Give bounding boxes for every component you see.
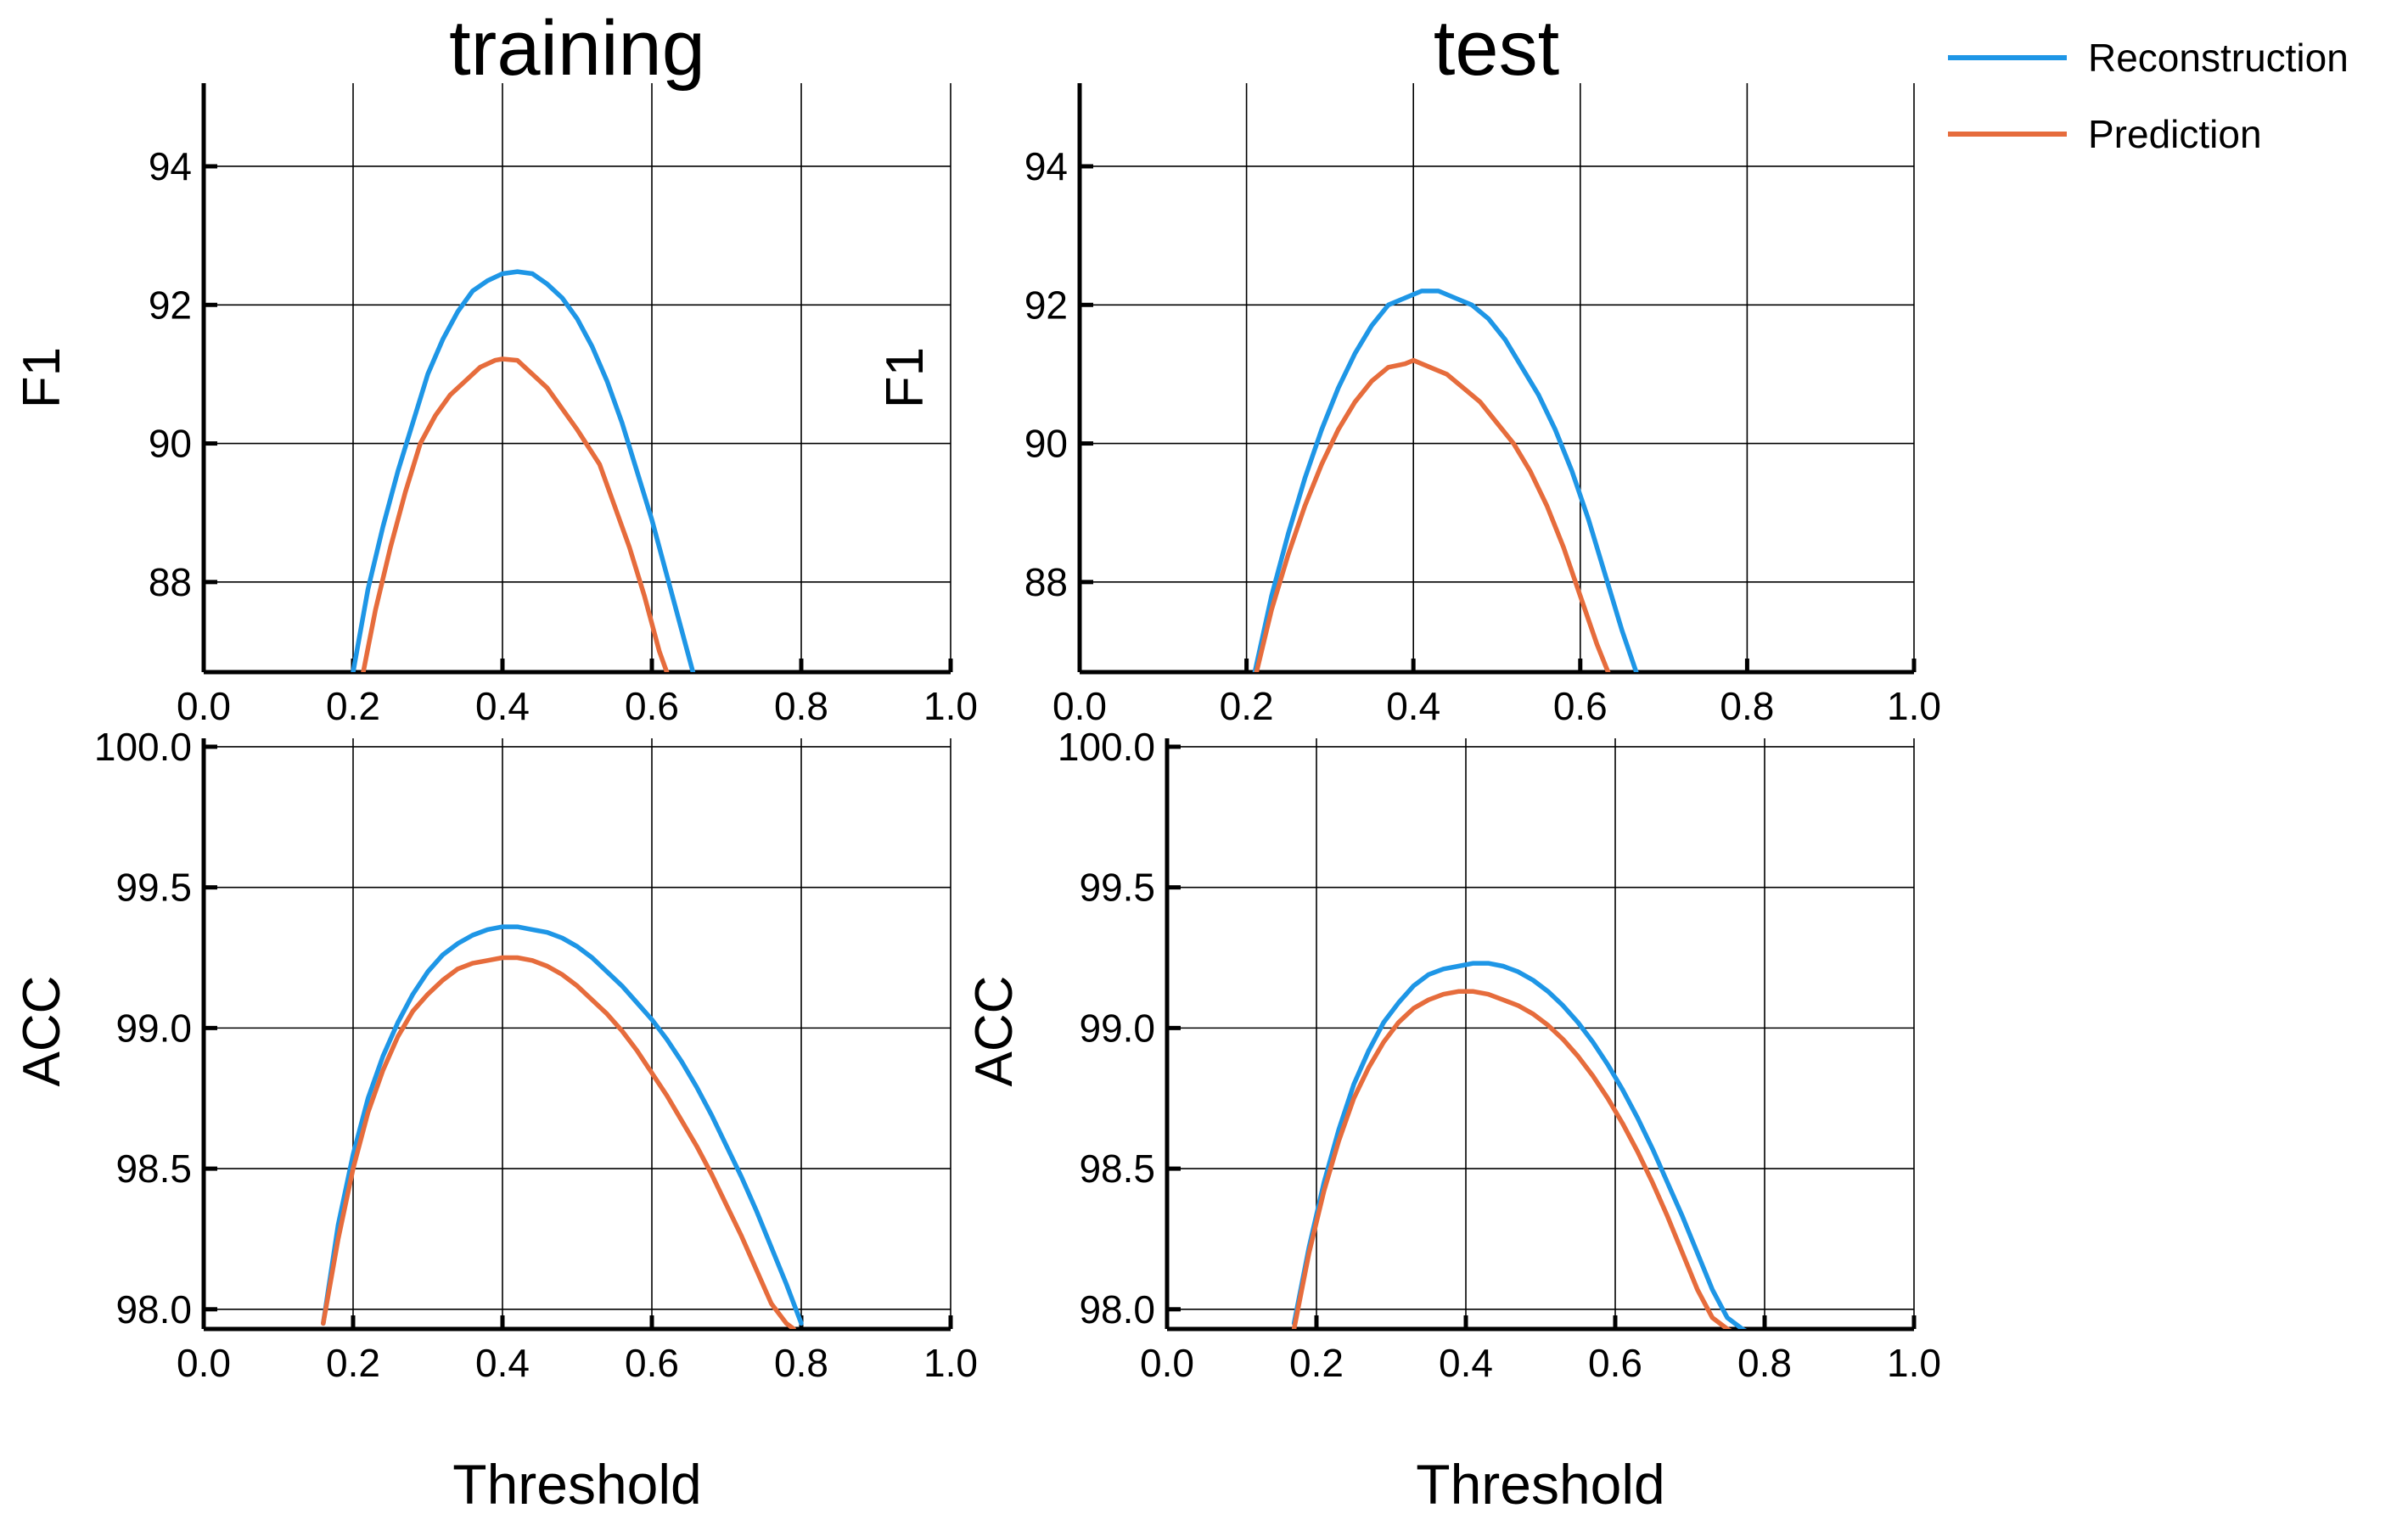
x-tick-label: 0.6 [1553, 684, 1608, 728]
x-tick-label: 0.4 [1439, 1341, 1493, 1385]
series-line-prediction [321, 955, 796, 1329]
y-tick-label: 88 [149, 560, 192, 604]
panel-test-f1: 0.0 0.2 0.4 0.6 0.8 1.0 88 90 92 94 F1 test [876, 5, 1941, 728]
series-line-prediction [1254, 357, 1611, 672]
series-line-reconstruction [1252, 289, 1639, 672]
x-tick-label: 0.0 [177, 1341, 231, 1385]
x-axis-label: Threshold [452, 1453, 702, 1516]
x-tick-label: 0.6 [625, 684, 679, 728]
x-tick-label: 0.0 [1140, 1341, 1194, 1385]
series-line-reconstruction [1291, 961, 1748, 1329]
y-tick-label: 99.5 [115, 866, 192, 910]
x-tick-label: 0.2 [326, 1341, 380, 1385]
x-tick-label: 0.8 [774, 1341, 828, 1385]
y-axis-label: ACC [965, 976, 1024, 1087]
x-tick-label: 0.4 [475, 684, 530, 728]
x-tick-label: 0.2 [326, 684, 380, 728]
y-tick-label: 94 [1024, 144, 1068, 188]
x-axis-label: Threshold [1416, 1453, 1665, 1516]
panel-training-acc: 0.0 0.2 0.4 0.6 0.8 1.0 98.0 98.5 99.0 99.5 100.0 A… [13, 725, 978, 1516]
panel-test-acc: 0.0 0.2 0.4 0.6 0.8 1.0 98.0 98.5 99.0 99.5 100.0 A… [965, 725, 1941, 1516]
y-tick-label: 94 [149, 144, 192, 188]
series-line-prediction [1291, 989, 1732, 1329]
series-line-reconstruction [321, 924, 804, 1326]
panel-title: training [449, 5, 705, 92]
y-axis-label: ACC [13, 976, 71, 1087]
legend-label-prediction: Prediction [2088, 112, 2262, 156]
legend-label-reconstruction: Reconstruction [2088, 36, 2349, 80]
y-tick-label: 98.5 [1079, 1147, 1155, 1191]
y-tick-label: 90 [149, 422, 192, 466]
x-tick-label: 0.0 [177, 684, 231, 728]
y-axis-label: F1 [876, 347, 935, 408]
x-tick-label: 0.2 [1220, 684, 1274, 728]
x-tick-label: 0.2 [1289, 1341, 1344, 1385]
x-tick-label: 0.6 [625, 1341, 679, 1385]
y-tick-label: 92 [1024, 283, 1068, 327]
y-tick-label: 88 [1024, 560, 1068, 604]
x-tick-label: 0.8 [1720, 684, 1774, 728]
y-tick-label: 90 [1024, 422, 1068, 466]
x-tick-label: 0.4 [475, 1341, 530, 1385]
y-tick-label: 99.5 [1079, 866, 1155, 910]
y-tick-label: 98.0 [115, 1287, 192, 1332]
panel-title: test [1434, 5, 1559, 92]
x-tick-label: 0.8 [774, 684, 828, 728]
y-tick-label: 92 [149, 283, 192, 327]
y-tick-label: 99.0 [1079, 1006, 1155, 1050]
x-tick-label: 1.0 [923, 1341, 978, 1385]
legend: Reconstruction Prediction [1948, 36, 2349, 156]
series-line-prediction [361, 356, 670, 672]
y-tick-label: 98.5 [115, 1147, 192, 1191]
x-tick-label: 1.0 [1887, 1341, 1941, 1385]
x-tick-label: 0.4 [1386, 684, 1440, 728]
y-axis-label: F1 [13, 347, 71, 408]
y-tick-label: 98.0 [1079, 1287, 1155, 1332]
x-tick-label: 1.0 [923, 684, 978, 728]
x-tick-label: 0.8 [1737, 1341, 1792, 1385]
panel-training-f1: 0.0 0.2 0.4 0.6 0.8 1.0 88 90 92 94 F1 training [13, 5, 978, 728]
series-line-reconstruction [351, 269, 696, 672]
y-tick-label: 100.0 [94, 725, 192, 769]
x-tick-label: 1.0 [1887, 684, 1941, 728]
x-tick-label: 0.6 [1588, 1341, 1642, 1385]
y-tick-label: 99.0 [115, 1006, 192, 1050]
y-tick-label: 100.0 [1058, 725, 1155, 769]
x-tick-label: 0.0 [1052, 684, 1107, 728]
